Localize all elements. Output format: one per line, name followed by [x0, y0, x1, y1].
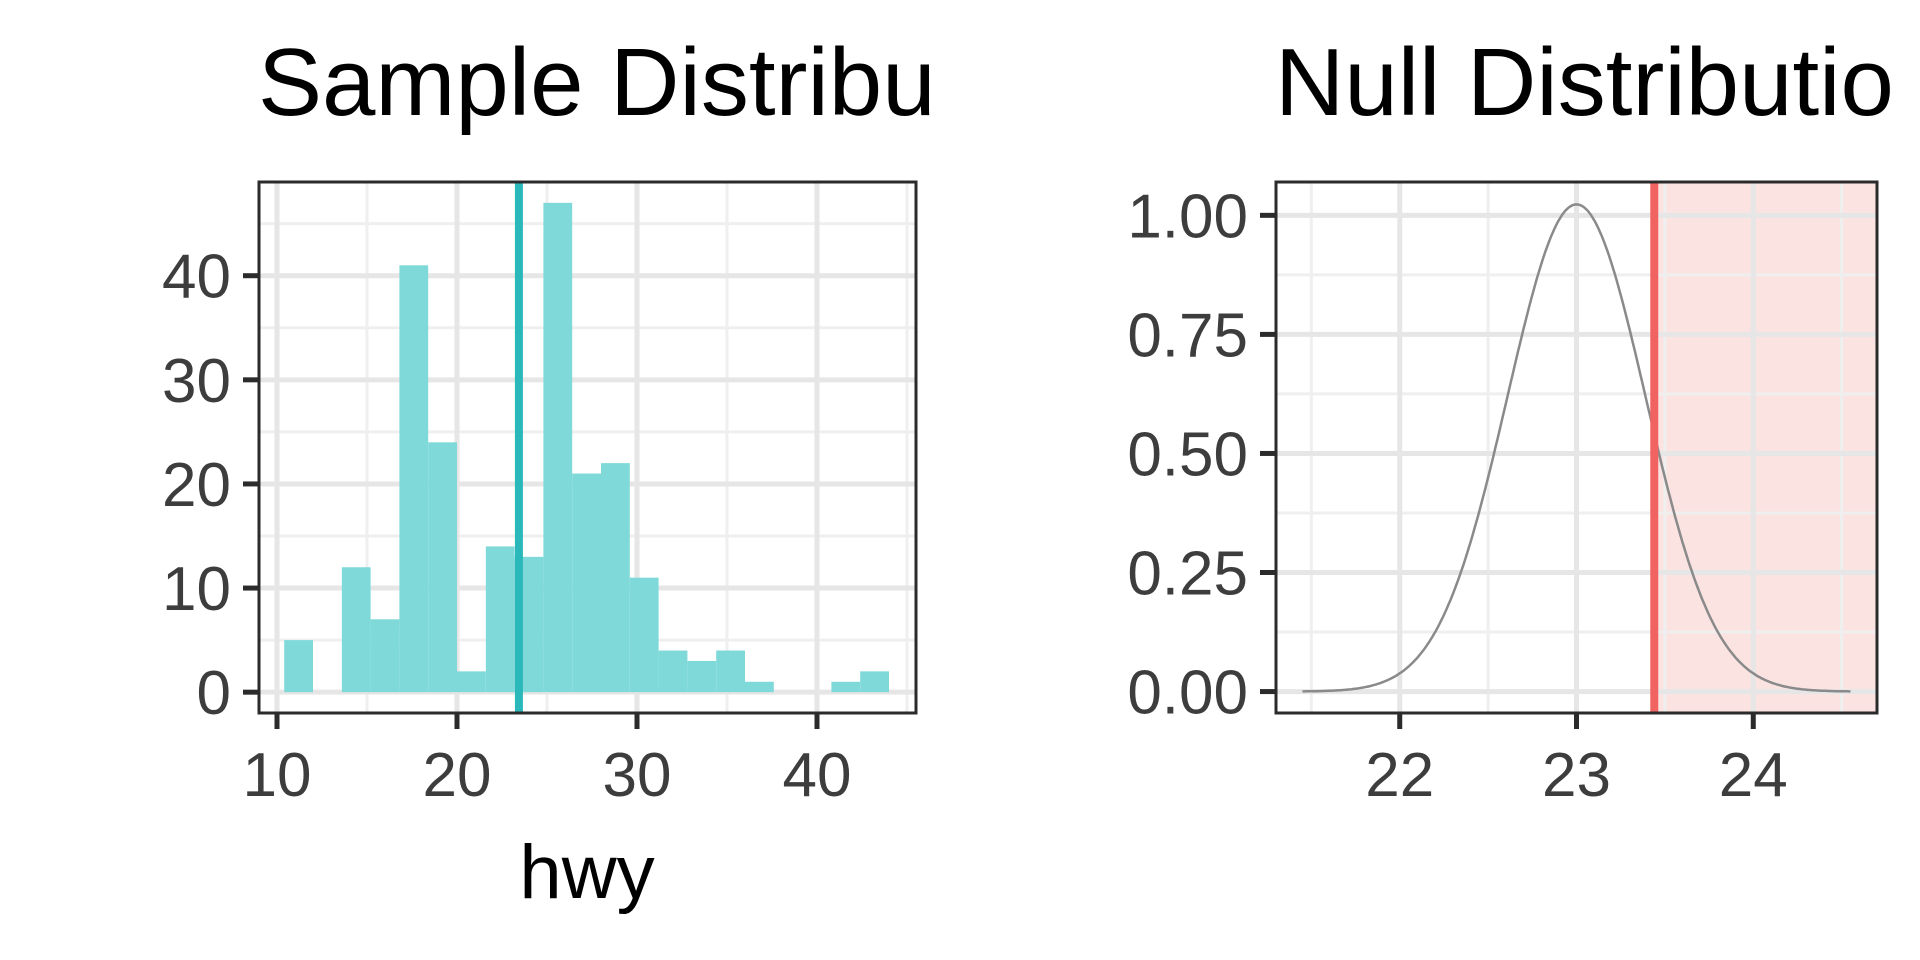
y-tick-label: 0.50 — [1127, 420, 1248, 489]
histogram-bar — [485, 546, 515, 693]
null-distribution-title: Null Distributio — [1275, 29, 1894, 136]
x-tick-label: 30 — [603, 741, 672, 810]
y-tick-label: 30 — [162, 347, 231, 416]
null-distribution-panel: Null Distributio 22 23 24 0.00 0.25 0.50 0.75 1… — [1127, 29, 1894, 810]
histogram-bar — [860, 671, 889, 693]
x-axis-title: hwy — [519, 830, 654, 915]
null-gridlines — [1276, 182, 1877, 713]
x-tick-label: 20 — [423, 741, 492, 810]
sample-distribution-title: Sample Distribu — [258, 29, 936, 136]
density-curve-line — [1302, 203, 1851, 693]
p-value-shade — [1654, 182, 1877, 713]
histogram-bar — [745, 681, 774, 693]
sample-panel-border — [257, 180, 918, 715]
histogram-bar — [831, 681, 861, 693]
y-tick-label: 0.25 — [1127, 540, 1248, 609]
null-axes: 22 23 24 0.00 0.25 0.50 0.75 1.00 — [1127, 182, 1787, 810]
y-tick-label: 20 — [162, 451, 231, 520]
null-density-curve — [1302, 203, 1851, 693]
x-tick-label: 22 — [1365, 741, 1434, 810]
y-tick-label: 10 — [162, 555, 231, 624]
histogram-bar — [716, 650, 745, 693]
histogram-bar — [370, 619, 400, 693]
x-tick-label: 24 — [1719, 741, 1788, 810]
histogram-bar — [629, 577, 659, 693]
histogram-bar — [284, 640, 313, 693]
x-tick-label: 40 — [783, 741, 852, 810]
histogram-bar — [543, 202, 573, 693]
y-tick-label: 0.75 — [1127, 301, 1248, 370]
x-tick-label: 23 — [1542, 741, 1611, 810]
y-tick-label: 0.00 — [1127, 659, 1248, 728]
p-value-shaded-region — [1654, 182, 1877, 713]
histogram-bar — [399, 265, 429, 693]
histogram-bar — [428, 442, 457, 693]
histogram-bar — [457, 671, 486, 693]
y-tick-label: 40 — [162, 243, 231, 312]
histogram-bar — [341, 567, 371, 693]
histogram-bar — [687, 660, 717, 693]
histogram-bar — [572, 473, 601, 693]
histogram-bar — [601, 463, 630, 693]
x-tick-label: 10 — [243, 741, 312, 810]
y-tick-label: 0 — [197, 659, 231, 728]
histogram-bar — [658, 650, 688, 693]
y-tick-label: 1.00 — [1127, 182, 1248, 251]
